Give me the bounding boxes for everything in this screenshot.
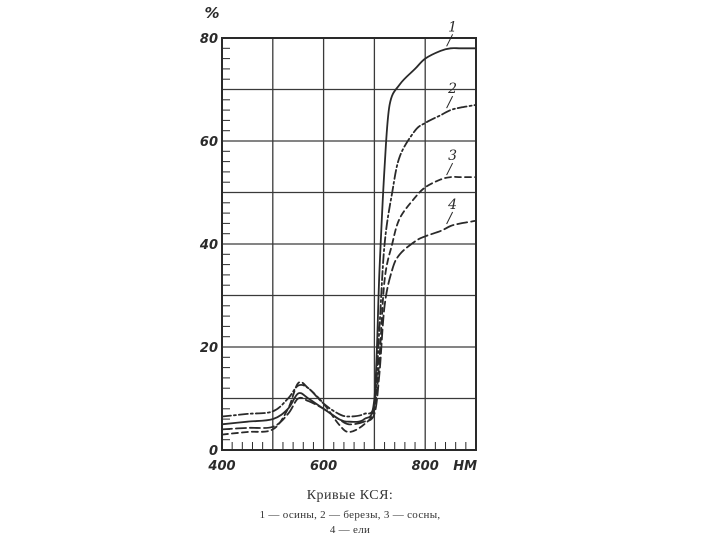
curve-label-4: 4 <box>447 197 457 213</box>
labels: 0 20 40 60 80 400 600 800 НМ% 1 2 3 4 <box>199 4 477 474</box>
curve-label-2: 2 <box>447 81 457 97</box>
caption-title: Кривые КСЯ: <box>306 488 394 503</box>
x-axis-unit: НМ <box>453 459 477 474</box>
x-tick-label: 400 <box>207 459 235 474</box>
series-lines <box>221 47 477 436</box>
y-axis-label: % <box>204 4 219 22</box>
caption-legend-line-2: 4 — ели <box>329 524 371 536</box>
x-tick-label: 800 <box>412 459 439 474</box>
grid <box>221 37 477 451</box>
y-tick-label: 0 <box>209 444 218 459</box>
y-tick-label: 80 <box>200 32 218 47</box>
spectral-chart: 0 20 40 60 80 400 600 800 НМ% 1 2 3 4 <box>199 4 477 474</box>
curve-leader-line <box>446 34 454 47</box>
series-line-2 <box>221 104 477 418</box>
curve-leader-line <box>446 162 454 176</box>
curve-leader-line <box>446 95 454 109</box>
x-tick-label: 600 <box>310 459 337 474</box>
y-tick-label: 60 <box>200 135 218 150</box>
axes <box>221 37 477 451</box>
caption-legend-line-1: 1 — осины, 2 — березы, 3 — сосны, <box>259 509 441 521</box>
y-tick-label: 40 <box>199 238 218 253</box>
series-line-1 <box>221 47 477 426</box>
series-line-3 <box>221 175 477 436</box>
y-tick-label: 20 <box>200 341 218 356</box>
curve-label-1: 1 <box>448 19 457 35</box>
curve-label-3: 3 <box>448 148 457 164</box>
series-line-4 <box>221 219 477 431</box>
plot-frame <box>221 37 477 451</box>
curve-leader-line <box>446 211 454 225</box>
